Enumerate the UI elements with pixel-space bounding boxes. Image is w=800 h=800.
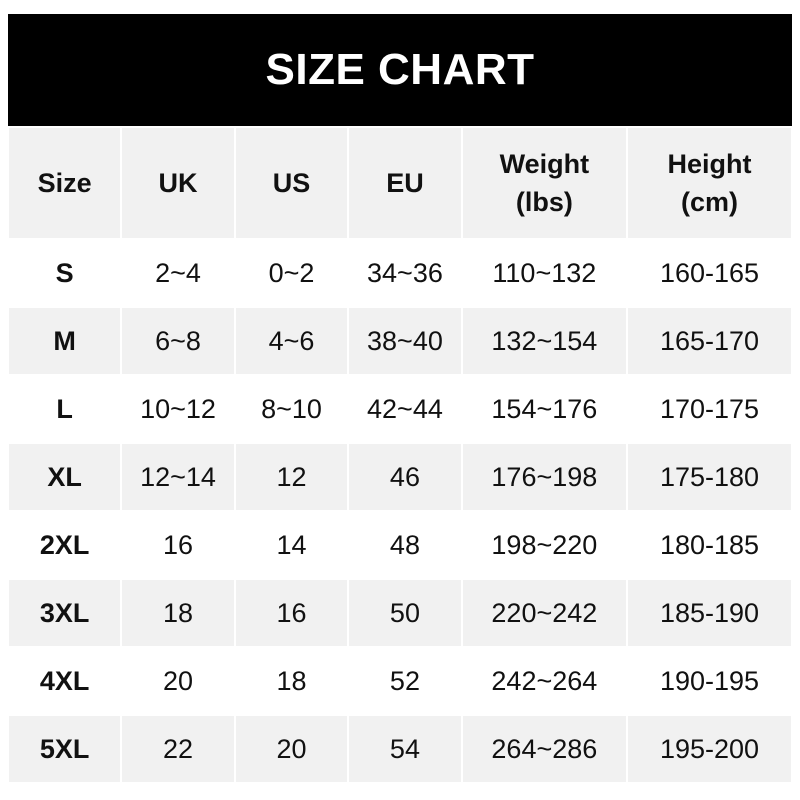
column-header-eu: EU <box>349 128 461 238</box>
column-header-line: (cm) <box>680 187 738 217</box>
cell-eu: 46 <box>349 444 461 510</box>
cell-us: 12 <box>235 444 348 510</box>
cell-eu: 54 <box>349 716 461 782</box>
cell-weight: 176~198 <box>462 444 626 510</box>
cell-size: 4XL <box>9 648 121 714</box>
cell-us: 16 <box>235 580 348 646</box>
cell-uk: 2~4 <box>122 240 234 306</box>
cell-uk: 16 <box>122 512 234 578</box>
table-row: 4XL 20 18 52 242~264 190-195 <box>9 648 791 714</box>
table-row: M 6~8 4~6 38~40 132~154 165-170 <box>9 308 791 374</box>
cell-us: 4~6 <box>235 308 348 374</box>
size-chart-title: SIZE CHART <box>8 14 792 126</box>
cell-eu: 38~40 <box>349 308 461 374</box>
column-header-weight: Weight (lbs) <box>462 128 626 238</box>
table-row: 2XL 16 14 48 198~220 180-185 <box>9 512 791 578</box>
cell-size: L <box>9 376 121 442</box>
cell-weight: 264~286 <box>462 716 626 782</box>
cell-us: 8~10 <box>235 376 348 442</box>
column-header-line: Size <box>37 168 92 198</box>
column-header-height: Height (cm) <box>627 128 791 238</box>
cell-uk: 12~14 <box>122 444 234 510</box>
column-header-line: Height <box>667 149 752 179</box>
cell-height: 175-180 <box>627 444 791 510</box>
column-header-size: Size <box>9 128 121 238</box>
cell-height: 185-190 <box>627 580 791 646</box>
cell-eu: 50 <box>349 580 461 646</box>
cell-us: 0~2 <box>235 240 348 306</box>
cell-height: 180-185 <box>627 512 791 578</box>
table-row: 3XL 18 16 50 220~242 185-190 <box>9 580 791 646</box>
column-header-line: EU <box>386 168 424 198</box>
table-row: XL 12~14 12 46 176~198 175-180 <box>9 444 791 510</box>
column-header-line: UK <box>158 168 198 198</box>
column-header-uk: UK <box>122 128 234 238</box>
column-header-line: (lbs) <box>515 187 573 217</box>
cell-size: 5XL <box>9 716 121 782</box>
cell-uk: 22 <box>122 716 234 782</box>
cell-weight: 110~132 <box>462 240 626 306</box>
cell-weight: 132~154 <box>462 308 626 374</box>
cell-uk: 10~12 <box>122 376 234 442</box>
cell-height: 195-200 <box>627 716 791 782</box>
cell-uk: 20 <box>122 648 234 714</box>
table-row: L 10~12 8~10 42~44 154~176 170-175 <box>9 376 791 442</box>
cell-height: 170-175 <box>627 376 791 442</box>
cell-us: 18 <box>235 648 348 714</box>
size-chart-table: Size UK US EU Weight (lbs) Height (cm) S 2~4 0~2 3… <box>7 126 793 784</box>
cell-height: 165-170 <box>627 308 791 374</box>
cell-eu: 42~44 <box>349 376 461 442</box>
header-row: Size UK US EU Weight (lbs) Height (cm) <box>9 128 791 238</box>
cell-size: S <box>9 240 121 306</box>
cell-us: 20 <box>235 716 348 782</box>
cell-uk: 6~8 <box>122 308 234 374</box>
cell-size: M <box>9 308 121 374</box>
cell-weight: 154~176 <box>462 376 626 442</box>
cell-weight: 198~220 <box>462 512 626 578</box>
column-header-us: US <box>235 128 348 238</box>
cell-weight: 242~264 <box>462 648 626 714</box>
cell-weight: 220~242 <box>462 580 626 646</box>
cell-height: 190-195 <box>627 648 791 714</box>
cell-uk: 18 <box>122 580 234 646</box>
cell-size: 2XL <box>9 512 121 578</box>
cell-eu: 52 <box>349 648 461 714</box>
cell-size: XL <box>9 444 121 510</box>
cell-size: 3XL <box>9 580 121 646</box>
cell-eu: 48 <box>349 512 461 578</box>
table-row: S 2~4 0~2 34~36 110~132 160-165 <box>9 240 791 306</box>
cell-eu: 34~36 <box>349 240 461 306</box>
column-header-line: US <box>272 168 311 198</box>
column-header-line: Weight <box>499 149 590 179</box>
table-row: 5XL 22 20 54 264~286 195-200 <box>9 716 791 782</box>
cell-us: 14 <box>235 512 348 578</box>
cell-height: 160-165 <box>627 240 791 306</box>
